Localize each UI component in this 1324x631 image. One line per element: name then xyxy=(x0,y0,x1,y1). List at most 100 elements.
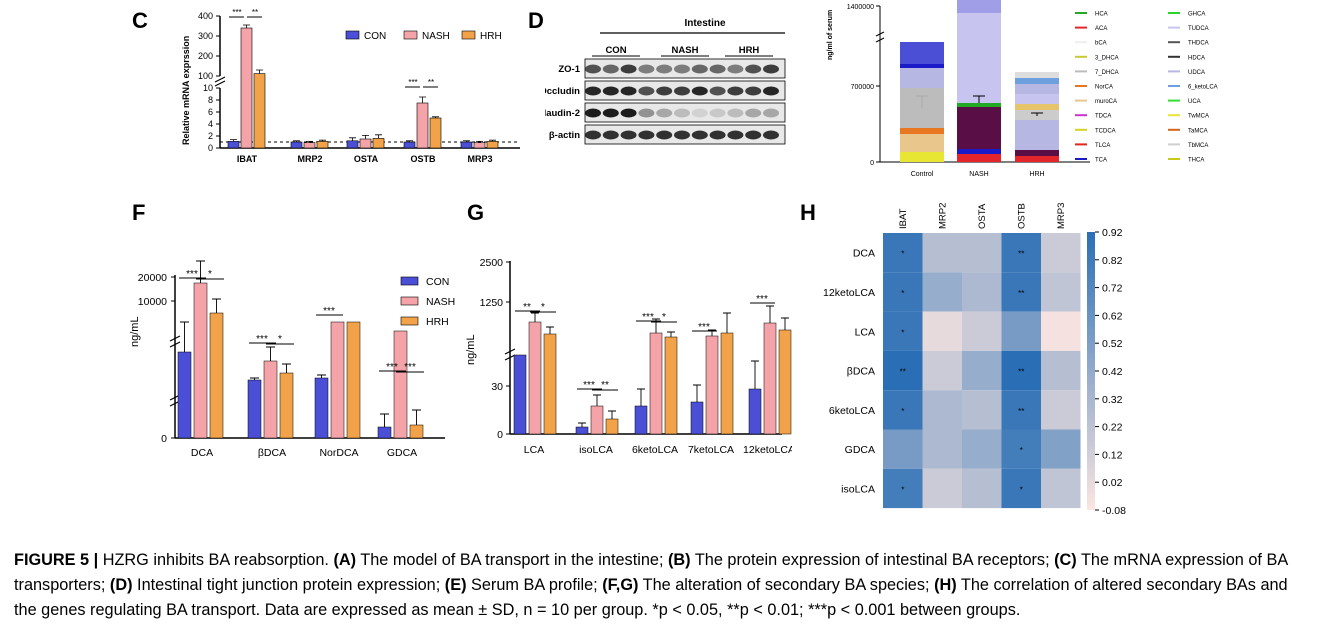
bar xyxy=(429,117,442,149)
error-bar xyxy=(489,139,496,142)
bar xyxy=(590,405,604,435)
y-tick-label: 6 xyxy=(208,107,213,117)
bar xyxy=(575,426,589,435)
blot-band xyxy=(638,64,655,74)
caption-key: (C) xyxy=(1054,551,1077,569)
error-bar xyxy=(230,139,237,142)
colorbar-tick-label: 0.92 xyxy=(1102,227,1123,239)
blot-band xyxy=(674,64,690,74)
heatmap-row-label: 6ketoLCA xyxy=(829,405,875,417)
bar xyxy=(409,424,424,439)
error-bar xyxy=(693,384,701,402)
bar xyxy=(649,332,663,435)
y-axis-label: Relative mRNA exprssion xyxy=(181,36,191,145)
blot-band xyxy=(656,64,673,74)
blot-row-label: ZO-1 xyxy=(558,64,580,75)
x-tick-label: OSTA xyxy=(354,154,379,164)
sig-stars: ** xyxy=(601,380,609,391)
bar xyxy=(253,73,266,149)
bar xyxy=(403,141,416,149)
caption-text: The alteration of secondary BA species; xyxy=(638,576,935,594)
error-bar xyxy=(319,139,326,142)
heatmap-stars: ** xyxy=(900,368,906,377)
x-tick-label: NorDCA xyxy=(319,447,358,459)
bar xyxy=(486,141,499,149)
error-bar xyxy=(349,137,356,141)
y-axis-label: ng/mL xyxy=(465,334,477,365)
caption-text: The protein expression of intestinal BA … xyxy=(690,551,1055,569)
heatmap-row-label: GDCA xyxy=(845,444,875,456)
blot-band xyxy=(602,86,619,96)
blot-band xyxy=(763,86,779,96)
heatmap-cell xyxy=(922,390,962,430)
caption-key: (D) xyxy=(109,576,133,594)
y-axis-label: ng/mL xyxy=(129,316,141,347)
blot-band xyxy=(620,108,637,118)
caption-text: The mRNA expression of BA transporters; xyxy=(14,551,1288,594)
axis-break xyxy=(875,31,885,43)
y-tick-label: 100 xyxy=(198,71,213,81)
sig-stars: *** xyxy=(256,334,268,345)
blot-band xyxy=(620,86,637,96)
panel-label-c: C xyxy=(132,8,148,33)
error-bar xyxy=(1031,112,1043,116)
stack-segment xyxy=(1015,150,1059,156)
legend-label: THDCA xyxy=(1188,41,1209,47)
blot-band xyxy=(674,108,690,118)
legend-label: CON xyxy=(364,31,386,42)
blot-band xyxy=(656,86,673,96)
heatmap-cell xyxy=(922,311,962,351)
sig-stars: *** xyxy=(642,312,654,323)
heatmap-cell xyxy=(962,233,1002,273)
panel-d-blot: Intestine CON NASH HRH ZO-1 Occludin Claudin-2… xyxy=(545,18,786,145)
colorbar-tick-label: -0.08 xyxy=(1102,505,1126,517)
blot-band xyxy=(638,130,655,140)
bar xyxy=(240,27,253,149)
caption-text: Serum BA profile; xyxy=(466,576,603,594)
error-bar xyxy=(266,346,275,361)
heatmap-row-label: LCA xyxy=(855,326,875,338)
sig-stars: * xyxy=(278,334,282,345)
colorbar xyxy=(1087,232,1095,510)
error-bar xyxy=(637,388,645,406)
bar xyxy=(473,142,486,149)
error-bar xyxy=(578,422,586,427)
blot-row-label: β-actin xyxy=(549,130,580,141)
blot-band xyxy=(585,108,601,118)
colorbar-tick-label: 0.42 xyxy=(1102,366,1123,378)
x-tick-label: Control xyxy=(911,171,934,178)
blot-band xyxy=(674,130,690,140)
blot-band xyxy=(763,108,779,118)
heatmap-stars: ** xyxy=(1018,407,1024,416)
sig-stars: *** xyxy=(323,306,335,317)
bar xyxy=(247,379,262,439)
legend-label: 7_DHCA xyxy=(1095,70,1119,76)
heatmap-cell xyxy=(883,468,923,509)
heatmap-cell xyxy=(962,390,1002,430)
x-tick-label: 6ketoLCA xyxy=(632,444,678,456)
blot-band xyxy=(745,64,762,74)
sig-stars: * xyxy=(662,312,666,323)
legend-label: muroCA xyxy=(1095,99,1117,105)
legend-label: bCA xyxy=(1095,41,1107,47)
heatmap-cell xyxy=(922,272,962,312)
heatmap-stars: * xyxy=(901,485,904,494)
error-bar xyxy=(463,140,470,142)
stack-segment xyxy=(900,152,944,162)
heatmap-row-label: 12ketoLCA xyxy=(823,287,875,299)
panel-c-chart: 0 2 4 6 8 10 100 200 300 400 Relative mRNA exprssi… xyxy=(181,8,520,164)
blot-row-label: Claudin-2 xyxy=(545,108,580,119)
heatmap-stars: * xyxy=(901,250,904,259)
y-tick-label: 400 xyxy=(198,11,213,21)
x-tick-label: GDCA xyxy=(387,447,417,459)
x-tick-label: 7ketoLCA xyxy=(688,444,734,456)
y-tick-label: 4 xyxy=(208,119,213,129)
heatmap-row-label: isoLCA xyxy=(841,483,875,495)
x-tick-label: βDCA xyxy=(258,447,286,459)
sig-stars: *** xyxy=(698,322,710,333)
stack-segment xyxy=(1015,120,1059,150)
colorbar-tick-label: 0.62 xyxy=(1102,310,1123,322)
legend-label: HCA xyxy=(1095,12,1108,18)
caption-text: The model of BA transport in the intesti… xyxy=(356,551,668,569)
